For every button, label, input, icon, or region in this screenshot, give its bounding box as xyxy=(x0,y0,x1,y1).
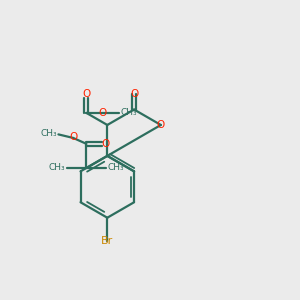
Text: Br: Br xyxy=(101,236,113,246)
Text: CH₃: CH₃ xyxy=(107,163,124,172)
Text: CH₃: CH₃ xyxy=(40,129,57,138)
Text: CH₃: CH₃ xyxy=(48,163,65,172)
Text: O: O xyxy=(130,89,138,99)
Text: CH₃: CH₃ xyxy=(120,108,137,117)
Text: O: O xyxy=(98,108,107,118)
Text: O: O xyxy=(69,132,77,142)
Text: O: O xyxy=(157,120,165,130)
Text: O: O xyxy=(101,139,110,149)
Text: O: O xyxy=(82,89,91,99)
